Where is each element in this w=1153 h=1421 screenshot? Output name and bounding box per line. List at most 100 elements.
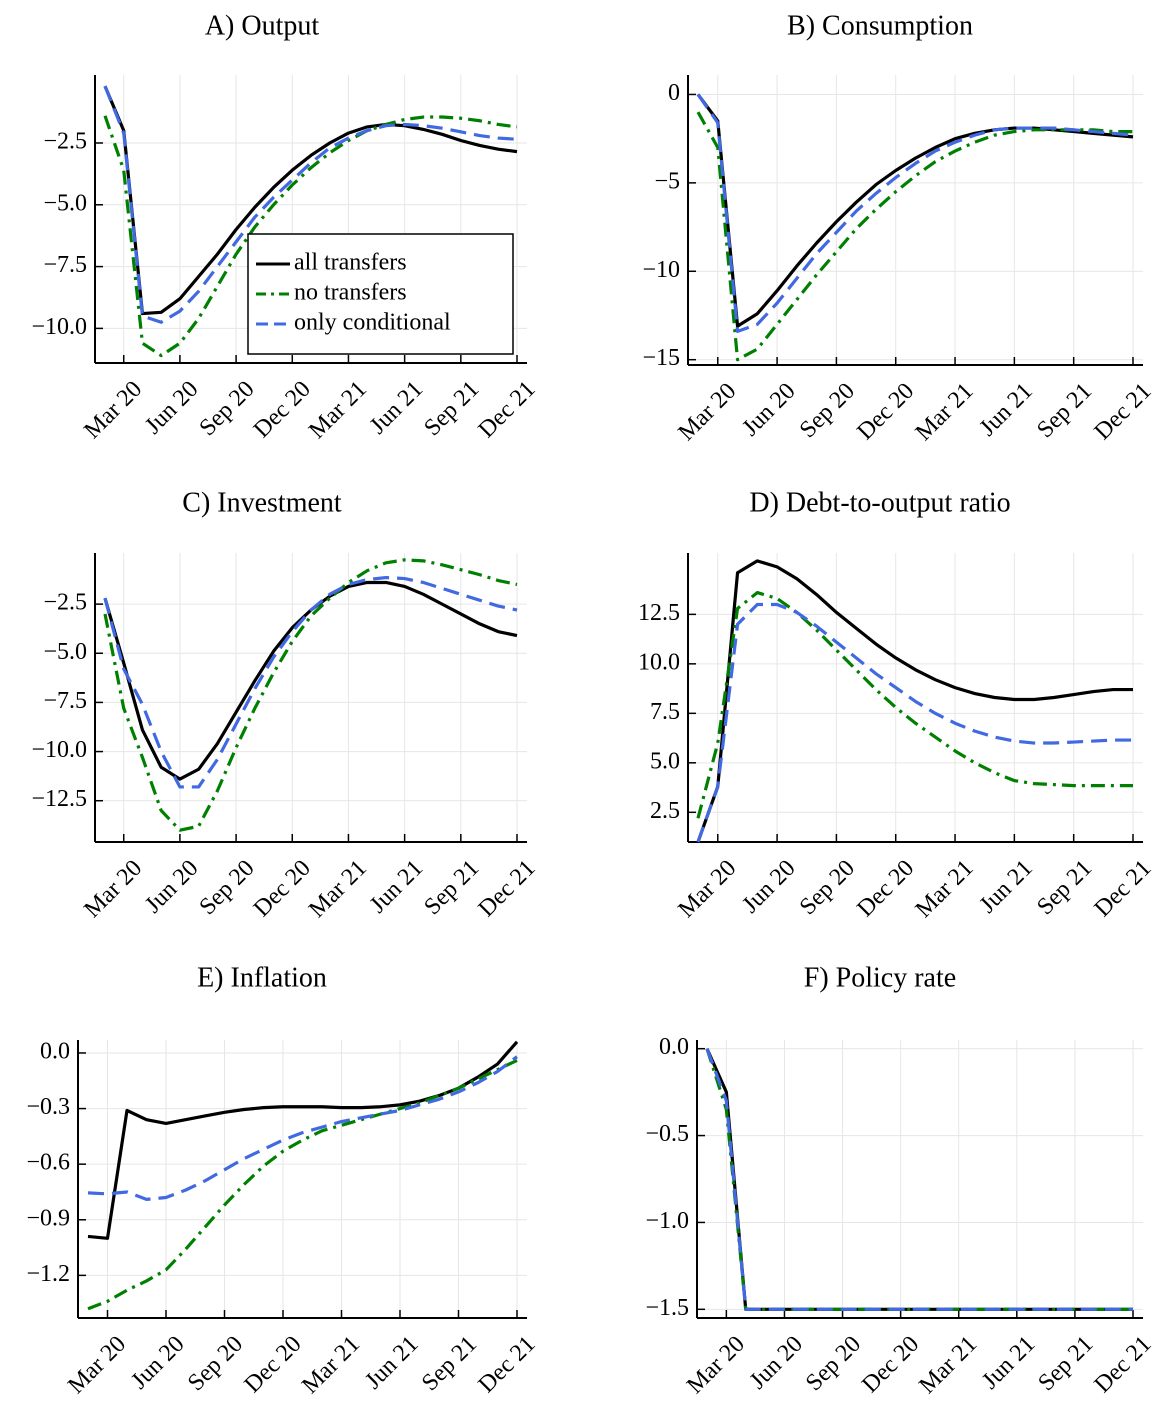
x-tick-label: Dec 20 xyxy=(240,1331,307,1398)
x-tick-label: Mar 20 xyxy=(79,855,147,923)
chart-title: C) Investment xyxy=(182,487,342,518)
series-line xyxy=(696,111,1133,362)
y-tick-label: −7.5 xyxy=(43,688,87,714)
x-tick-label: Jun 21 xyxy=(977,1331,1040,1394)
series-line xyxy=(705,1048,1133,1311)
x-tick-label: Jun 20 xyxy=(140,376,203,439)
chart-title: D) Debt-to-output ratio xyxy=(749,487,1010,518)
x-tick-label: Jun 21 xyxy=(365,855,428,918)
x-tick-label: Jun 21 xyxy=(365,376,428,439)
legend-label: no transfers xyxy=(294,280,407,306)
x-tick-label: Jun 20 xyxy=(140,855,203,918)
chart-title: A) Output xyxy=(205,10,320,41)
x-tick-label: Mar 21 xyxy=(914,1331,982,1399)
x-tick-label: Sep 21 xyxy=(1032,378,1097,443)
x-tick-label: Sep 21 xyxy=(419,376,484,441)
x-tick-label: Sep 20 xyxy=(183,1331,248,1396)
series-line xyxy=(103,85,518,324)
x-tick-label: Jun 20 xyxy=(745,1331,808,1394)
x-tick-label: Jun 21 xyxy=(360,1331,423,1394)
series-line xyxy=(87,1055,518,1201)
y-tick-label: −5 xyxy=(654,168,680,194)
x-tick-label: Dec 21 xyxy=(474,1331,541,1398)
y-tick-label: 5.0 xyxy=(650,748,680,774)
x-tick-label: Dec 20 xyxy=(249,855,316,922)
panel: D) Debt-to-output ratio 2.5 5.0 7.5 10.0 12.5… xyxy=(638,487,1153,923)
y-tick-label: −10.0 xyxy=(31,737,87,763)
series-line xyxy=(103,115,518,358)
x-tick-label: Jun 20 xyxy=(126,1331,189,1394)
x-tick-label: Sep 20 xyxy=(795,378,860,443)
series-line xyxy=(103,85,518,316)
x-tick-label: Dec 21 xyxy=(474,855,541,922)
x-tick-label: Mar 20 xyxy=(63,1331,131,1399)
x-tick-label: Dec 21 xyxy=(474,376,541,443)
y-tick-label: −0.5 xyxy=(645,1121,689,1147)
x-tick-label: Sep 21 xyxy=(1033,1331,1098,1396)
y-tick-label: −10.0 xyxy=(31,314,87,340)
y-tick-label: −7.5 xyxy=(43,252,87,278)
y-tick-label: −1.2 xyxy=(26,1261,70,1287)
y-tick-label: −15 xyxy=(642,345,680,371)
x-tick-label: Mar 20 xyxy=(682,1331,750,1399)
chart-title: B) Consumption xyxy=(787,10,973,41)
legend-label: only conditional xyxy=(294,310,451,336)
x-tick-label: Sep 21 xyxy=(1032,855,1097,920)
y-tick-label: −1.0 xyxy=(645,1208,689,1234)
x-tick-label: Jun 21 xyxy=(975,855,1038,918)
x-tick-label: Mar 21 xyxy=(297,1331,365,1399)
y-tick-label: 10.0 xyxy=(638,649,680,675)
x-tick-label: Mar 21 xyxy=(911,855,979,923)
y-tick-label: −1.5 xyxy=(645,1295,689,1321)
y-tick-label: −5.0 xyxy=(43,639,87,665)
x-tick-label: Sep 21 xyxy=(419,855,484,920)
x-tick-label: Dec 20 xyxy=(249,376,316,443)
x-tick-label: Sep 20 xyxy=(195,376,260,441)
series-line xyxy=(705,1048,1133,1311)
x-tick-label: Sep 20 xyxy=(195,855,260,920)
x-tick-label: Dec 20 xyxy=(852,378,919,445)
y-tick-label: 0.0 xyxy=(659,1034,689,1060)
x-tick-label: Mar 21 xyxy=(304,376,372,444)
y-tick-label: −0.9 xyxy=(26,1205,70,1231)
y-tick-label: −2.5 xyxy=(43,128,87,154)
x-tick-label: Sep 20 xyxy=(801,1331,866,1396)
y-tick-label: 0.0 xyxy=(40,1038,70,1064)
x-tick-label: Dec 21 xyxy=(1090,855,1153,922)
legend-box xyxy=(247,233,514,355)
series-line xyxy=(103,580,518,781)
chart-title: E) Inflation xyxy=(197,962,327,993)
x-tick-label: Dec 20 xyxy=(852,855,919,922)
x-tick-label: Jun 20 xyxy=(737,855,800,918)
series-line xyxy=(103,558,518,832)
series-line xyxy=(705,1048,1133,1311)
panel: C) Investment −2.5 −5.0 −7.5 −10.0 −12.5 Mar 2… xyxy=(31,487,540,923)
x-tick-label: Mar 20 xyxy=(673,855,741,923)
series-line xyxy=(87,1040,519,1240)
x-tick-label: Dec 21 xyxy=(1090,1331,1153,1398)
y-tick-label: −2.5 xyxy=(43,590,87,616)
x-tick-label: Jun 20 xyxy=(737,378,800,441)
y-tick-label: 7.5 xyxy=(650,699,680,725)
series-line xyxy=(87,1058,518,1311)
series-line xyxy=(696,602,1133,843)
y-tick-label: −0.3 xyxy=(26,1094,70,1120)
x-tick-label: Dec 20 xyxy=(857,1331,924,1398)
legend-label: all transfers xyxy=(294,250,407,276)
x-tick-label: Sep 21 xyxy=(417,1331,482,1396)
y-tick-label: −12.5 xyxy=(31,786,87,812)
x-tick-label: Mar 21 xyxy=(911,378,979,446)
y-tick-label: −0.6 xyxy=(26,1150,70,1176)
x-tick-label: Dec 21 xyxy=(1090,378,1153,445)
x-tick-label: Mar 20 xyxy=(673,378,741,446)
series-line xyxy=(696,559,1133,843)
x-tick-label: Sep 20 xyxy=(795,855,860,920)
chart-title: F) Policy rate xyxy=(804,962,956,993)
x-tick-label: Jun 21 xyxy=(975,378,1038,441)
series-line xyxy=(103,575,518,789)
